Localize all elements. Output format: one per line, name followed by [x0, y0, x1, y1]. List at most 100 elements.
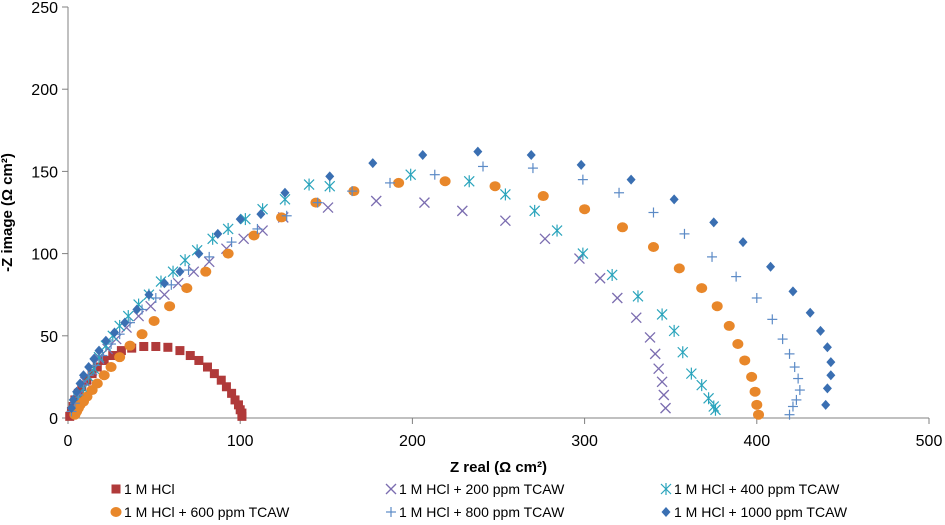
data-point — [124, 340, 136, 351]
data-point — [248, 230, 260, 241]
data-point — [303, 178, 315, 191]
data-point — [579, 204, 591, 215]
data-point — [185, 351, 195, 361]
series-2 — [69, 195, 671, 414]
data-point — [216, 375, 226, 385]
data-point — [222, 222, 234, 235]
data-point — [209, 369, 219, 379]
data-point — [784, 409, 795, 420]
data-point — [499, 188, 511, 201]
data-point — [679, 228, 690, 239]
data-point — [816, 325, 826, 336]
data-point — [181, 283, 193, 294]
data-point — [777, 334, 788, 345]
data-point — [221, 382, 231, 392]
x-tick-label: 0 — [64, 433, 73, 450]
data-point — [322, 202, 334, 214]
data-point — [456, 205, 468, 217]
data-point — [167, 265, 179, 278]
data-point — [132, 304, 142, 315]
data-point — [90, 360, 101, 371]
data-point — [489, 181, 501, 192]
legend-marker — [386, 507, 396, 517]
data-point — [235, 214, 245, 225]
data-point — [539, 233, 551, 245]
data-point — [183, 265, 194, 276]
x-tick-label: 400 — [743, 433, 770, 450]
data-point — [92, 362, 102, 372]
data-point — [163, 342, 173, 352]
data-point — [230, 395, 240, 405]
data-point — [78, 370, 88, 381]
data-point — [237, 411, 247, 421]
data-point — [158, 289, 170, 301]
data-point — [179, 254, 191, 267]
data-point — [473, 146, 483, 157]
y-tick-label: 100 — [31, 247, 58, 264]
data-point — [175, 346, 185, 356]
data-point — [696, 283, 708, 294]
data-point — [821, 399, 831, 410]
data-point — [226, 237, 237, 248]
data-point — [324, 180, 336, 193]
y-tick-label: 0 — [49, 411, 58, 428]
data-point — [739, 355, 751, 366]
legend-marker — [385, 483, 397, 495]
data-point — [200, 266, 212, 277]
data-point — [616, 222, 628, 233]
data-point — [194, 248, 204, 259]
legend-item: 1 M HCl + 200 ppm TCAW — [385, 481, 565, 497]
series-5 — [66, 161, 805, 420]
data-point — [227, 388, 237, 398]
data-point — [767, 314, 778, 325]
data-point — [577, 174, 588, 185]
data-point — [368, 158, 378, 169]
data-point — [188, 266, 200, 278]
data-point — [766, 261, 776, 272]
data-point — [114, 352, 126, 363]
data-point — [551, 224, 563, 237]
data-point — [252, 223, 263, 234]
data-point — [385, 177, 396, 188]
data-point — [84, 362, 94, 373]
data-point — [732, 339, 744, 350]
data-point — [626, 174, 636, 185]
data-point — [537, 191, 549, 202]
data-point — [148, 316, 160, 327]
data-point — [281, 210, 292, 221]
data-point — [202, 362, 212, 372]
legend-label: 1 M HCl + 400 ppm TCAW — [674, 481, 840, 497]
legend-marker — [111, 484, 121, 494]
data-point — [72, 386, 82, 397]
data-point — [204, 251, 215, 262]
legend-marker — [110, 507, 122, 517]
data-point — [826, 357, 836, 368]
y-tick-label: 150 — [31, 164, 58, 181]
legend-marker — [661, 507, 671, 517]
data-point — [668, 324, 680, 337]
data-point — [164, 301, 176, 312]
data-point — [709, 217, 719, 228]
data-point — [222, 248, 234, 259]
data-marks-group — [65, 146, 836, 421]
data-point — [66, 403, 76, 414]
legend: 1 M HCl 1 M HCl + 200 ppm TCAW 1 M HCl + 4… — [110, 481, 848, 520]
data-point — [91, 378, 103, 389]
data-point — [529, 204, 541, 217]
data-point — [606, 268, 618, 281]
data-point — [632, 290, 644, 303]
data-point — [499, 215, 511, 227]
y-axis-label: -Z image (Ω cm²) — [0, 153, 16, 272]
y-tick-label: 200 — [31, 82, 58, 99]
data-point — [751, 292, 762, 303]
y-tick-label: 50 — [40, 329, 58, 346]
data-point — [707, 251, 718, 262]
data-point — [109, 327, 119, 338]
data-point — [172, 277, 184, 289]
data-point — [97, 350, 108, 361]
data-point — [711, 301, 723, 312]
data-point — [614, 187, 625, 198]
data-point — [136, 329, 148, 340]
data-point — [116, 346, 126, 356]
data-point — [648, 207, 659, 218]
